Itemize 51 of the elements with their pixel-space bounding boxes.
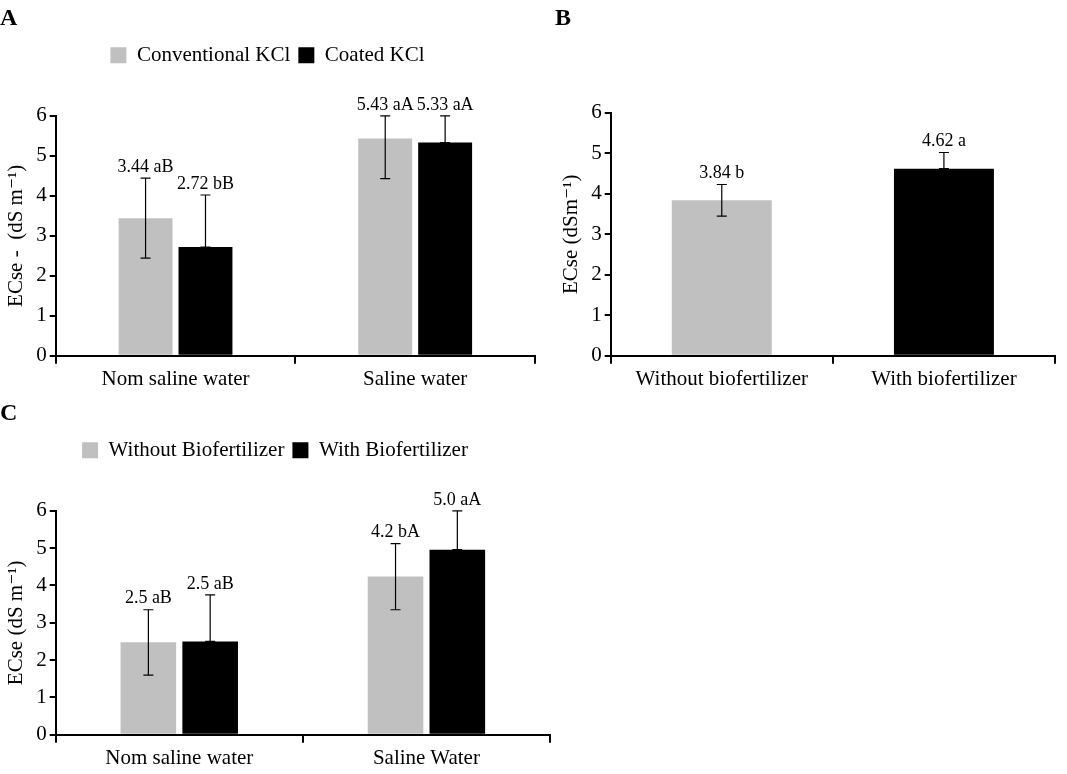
y-tick-label: 4 — [591, 180, 603, 205]
data-label: 4.2 bA — [371, 521, 421, 542]
x-tick-label: Nom saline water — [105, 744, 254, 769]
y-tick-label: 5 — [36, 142, 47, 167]
y-tick-label: 3 — [591, 220, 602, 245]
y-tick-label: 5 — [591, 139, 602, 164]
y-tick-label: 0 — [591, 342, 602, 367]
legend-label: Without Biofertilizer — [108, 436, 285, 461]
chart-title: C — [0, 398, 18, 425]
chart-title: B — [555, 3, 572, 30]
y-axis-title: ECse - (dS m⁻¹) — [3, 164, 28, 307]
y-tick-label: 2 — [36, 262, 47, 287]
data-label: 2.5 aB — [124, 587, 172, 608]
y-tick-label: 1 — [591, 301, 602, 326]
data-label: 2.72 bB — [176, 172, 234, 193]
y-tick-label: 1 — [36, 683, 47, 708]
bar — [367, 576, 424, 734]
y-tick-label: 6 — [36, 497, 47, 522]
legend-label: With Biofertilizer — [318, 436, 468, 461]
data-label: 3.44 aB — [117, 155, 174, 176]
y-tick-label: 0 — [36, 342, 47, 367]
bar — [120, 642, 177, 734]
data-label: 4.62 a — [921, 130, 966, 151]
y-tick-label: 2 — [36, 646, 47, 671]
data-label: 2.5 aB — [186, 572, 234, 593]
x-tick-label: Without biofertilizer — [635, 365, 808, 390]
y-tick-label: 2 — [591, 261, 602, 286]
x-tick-label: Saline water — [362, 365, 468, 390]
y-tick-label: 3 — [36, 609, 47, 634]
chart-title: A — [0, 3, 18, 30]
x-tick-label: With biofertilizer — [871, 365, 1017, 390]
legend-label: Coated KCl — [324, 41, 425, 66]
bar — [118, 218, 173, 355]
y-axis-title: ECse (dSm⁻¹) — [558, 174, 583, 295]
y-tick-label: 5 — [36, 534, 47, 559]
legend-label: Conventional KCl — [136, 41, 291, 66]
y-tick-label: 6 — [591, 99, 602, 124]
y-tick-label: 4 — [36, 182, 48, 207]
x-tick-label: Nom saline water — [101, 365, 250, 390]
y-tick-label: 0 — [36, 721, 47, 746]
bar — [358, 138, 413, 355]
data-label: 5.43 aA — [356, 93, 414, 114]
data-label: 5.33 aA — [416, 93, 474, 114]
y-tick-label: 1 — [36, 302, 47, 327]
y-tick-label: 6 — [36, 102, 47, 127]
y-tick-label: 3 — [36, 222, 47, 247]
data-label: 5.0 aA — [433, 488, 482, 509]
y-axis-title: ECse (dS m⁻¹) — [3, 560, 28, 686]
data-label: 3.84 b — [699, 162, 745, 183]
x-tick-label: Saline Water — [372, 744, 480, 769]
y-tick-label: 4 — [36, 571, 48, 596]
